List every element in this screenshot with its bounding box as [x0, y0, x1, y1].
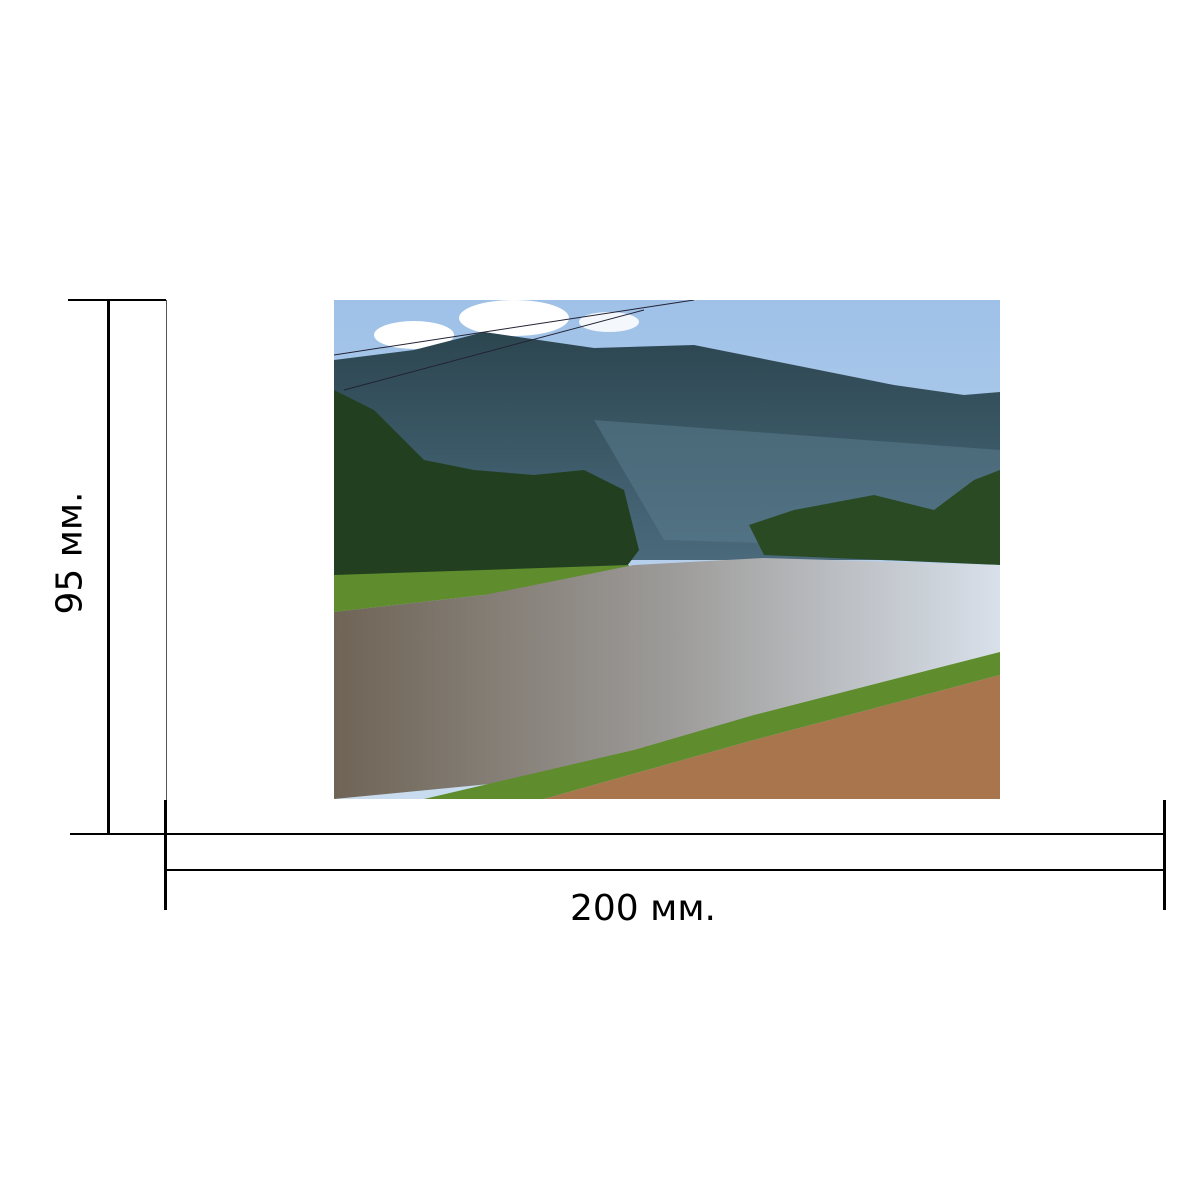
cloud [579, 312, 639, 332]
width-dim-line [165, 869, 1164, 871]
grass-left [334, 565, 629, 612]
product-photo [334, 300, 1000, 799]
height-label: 95 мм. [49, 491, 91, 615]
river [334, 558, 1000, 799]
trees-right [749, 470, 1000, 565]
height-dim-top-tick [68, 299, 166, 301]
cloud [459, 300, 569, 336]
width-dim-left-tick [164, 800, 167, 910]
height-dim-line [107, 300, 110, 834]
sand [544, 675, 1000, 799]
width-dim-right-tick [1163, 800, 1166, 910]
height-dim-inner-line [166, 300, 167, 834]
power-line [343, 309, 645, 391]
trees-left [334, 390, 639, 600]
power-line [334, 300, 695, 356]
height-dim-bottom-tick [70, 833, 1164, 835]
width-label: 200 мм. [570, 888, 716, 929]
cloud [374, 321, 454, 349]
